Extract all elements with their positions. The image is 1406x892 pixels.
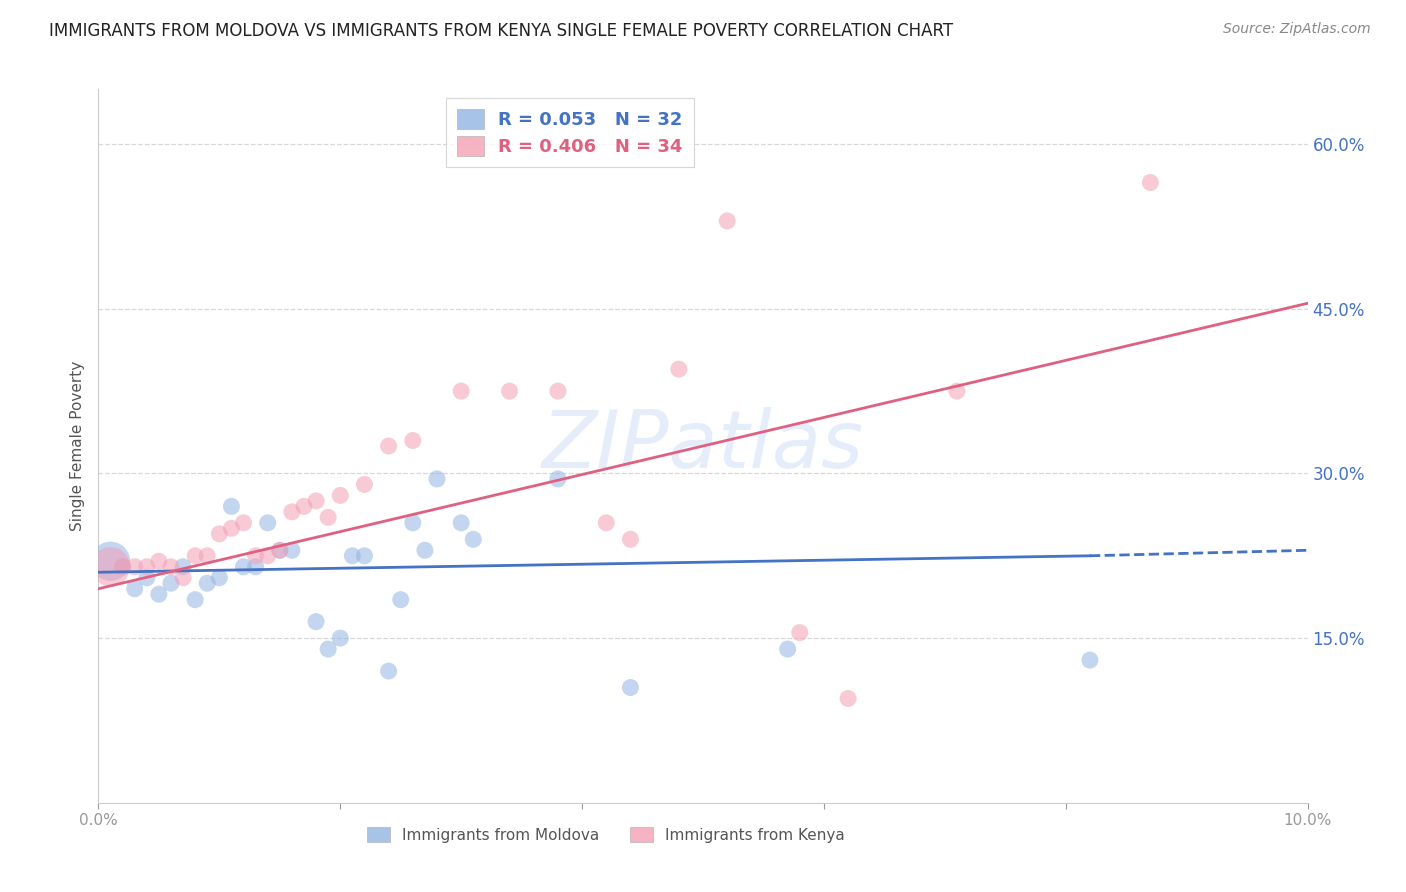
Text: Source: ZipAtlas.com: Source: ZipAtlas.com bbox=[1223, 22, 1371, 37]
Point bbox=[450, 516, 472, 530]
Point bbox=[111, 559, 134, 574]
Point bbox=[547, 472, 569, 486]
Point bbox=[463, 533, 485, 547]
Point bbox=[716, 214, 738, 228]
Point bbox=[245, 549, 267, 563]
Y-axis label: Single Female Poverty: Single Female Poverty bbox=[69, 361, 84, 531]
Point bbox=[148, 587, 170, 601]
Point bbox=[269, 543, 291, 558]
Point bbox=[595, 516, 617, 530]
Point bbox=[172, 559, 194, 574]
Point bbox=[329, 488, 352, 502]
Point bbox=[221, 500, 243, 514]
Point bbox=[1078, 653, 1101, 667]
Point bbox=[135, 559, 157, 574]
Point bbox=[316, 510, 339, 524]
Point bbox=[100, 559, 122, 574]
Point bbox=[111, 559, 134, 574]
Point bbox=[160, 576, 183, 591]
Point bbox=[281, 543, 304, 558]
Point bbox=[184, 592, 207, 607]
Point bbox=[221, 521, 243, 535]
Point bbox=[195, 576, 218, 591]
Point bbox=[184, 549, 207, 563]
Point bbox=[160, 559, 183, 574]
Point bbox=[135, 571, 157, 585]
Point bbox=[232, 559, 254, 574]
Point bbox=[450, 384, 472, 398]
Point bbox=[269, 543, 291, 558]
Point bbox=[402, 516, 425, 530]
Point bbox=[389, 592, 412, 607]
Point bbox=[837, 691, 859, 706]
Point bbox=[256, 549, 278, 563]
Point bbox=[208, 571, 231, 585]
Text: IMMIGRANTS FROM MOLDOVA VS IMMIGRANTS FROM KENYA SINGLE FEMALE POVERTY CORRELATI: IMMIGRANTS FROM MOLDOVA VS IMMIGRANTS FR… bbox=[49, 22, 953, 40]
Point bbox=[619, 533, 641, 547]
Point bbox=[426, 472, 449, 486]
Point bbox=[353, 477, 375, 491]
Point bbox=[195, 549, 218, 563]
Point bbox=[1139, 176, 1161, 190]
Text: ZIPatlas: ZIPatlas bbox=[541, 407, 865, 485]
Point bbox=[232, 516, 254, 530]
Point bbox=[353, 549, 375, 563]
Point bbox=[208, 526, 231, 541]
Legend: Immigrants from Moldova, Immigrants from Kenya: Immigrants from Moldova, Immigrants from… bbox=[361, 821, 851, 848]
Point bbox=[619, 681, 641, 695]
Point bbox=[776, 642, 799, 657]
Point bbox=[245, 559, 267, 574]
Point bbox=[668, 362, 690, 376]
Point bbox=[305, 615, 328, 629]
Point bbox=[281, 505, 304, 519]
Point bbox=[305, 494, 328, 508]
Point bbox=[316, 642, 339, 657]
Point bbox=[124, 559, 146, 574]
Point bbox=[172, 571, 194, 585]
Point bbox=[547, 384, 569, 398]
Point bbox=[498, 384, 520, 398]
Point bbox=[946, 384, 969, 398]
Point bbox=[256, 516, 278, 530]
Point bbox=[402, 434, 425, 448]
Point bbox=[413, 543, 436, 558]
Point bbox=[124, 582, 146, 596]
Point bbox=[789, 625, 811, 640]
Point bbox=[292, 500, 315, 514]
Point bbox=[329, 631, 352, 645]
Point bbox=[342, 549, 364, 563]
Point bbox=[100, 554, 122, 568]
Point bbox=[148, 554, 170, 568]
Point bbox=[377, 664, 399, 678]
Point bbox=[377, 439, 399, 453]
